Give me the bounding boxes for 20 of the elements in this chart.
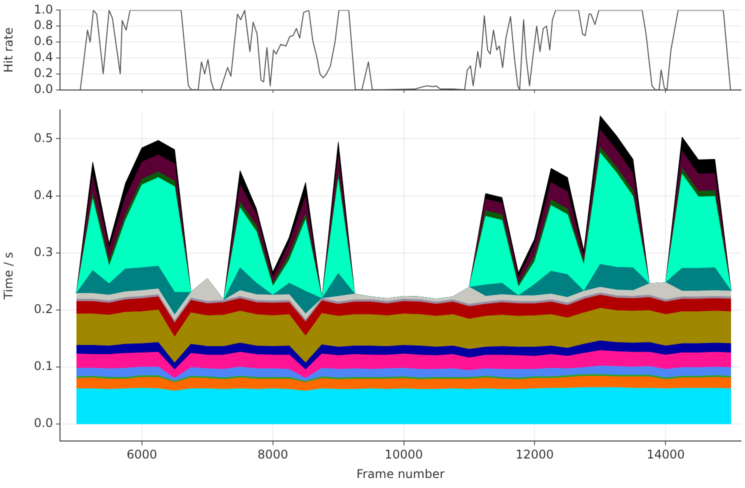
y-axis-title: Hit rate: [1, 27, 16, 73]
y-tick-label: 0.5: [34, 130, 53, 145]
y-tick-label: 0.1: [34, 359, 53, 374]
y-axis-title: Time / s: [1, 252, 16, 300]
y-tick-label: 0.8: [34, 18, 53, 32]
x-tick-label: 14000: [646, 448, 685, 462]
x-tick-label: 6000: [126, 448, 158, 462]
x-tick-label: 10000: [384, 448, 423, 462]
y-tick-label: 1.0: [34, 2, 53, 16]
y-tick-label: 0.2: [34, 66, 53, 80]
x-tick-label: 8000: [258, 448, 288, 462]
y-tick-label: 0.2: [34, 302, 53, 316]
x-tick-label: 12000: [516, 448, 554, 462]
y-tick-label: 0.3: [34, 244, 53, 259]
y-tick-label: 0.6: [34, 34, 53, 48]
y-tick-label: 0.0: [34, 82, 53, 96]
y-tick-label: 0.0: [34, 416, 53, 430]
y-tick-label: 0.4: [34, 188, 53, 202]
x-axis-title: Frame number: [356, 466, 445, 481]
y-tick-label: 0.4: [34, 50, 53, 64]
